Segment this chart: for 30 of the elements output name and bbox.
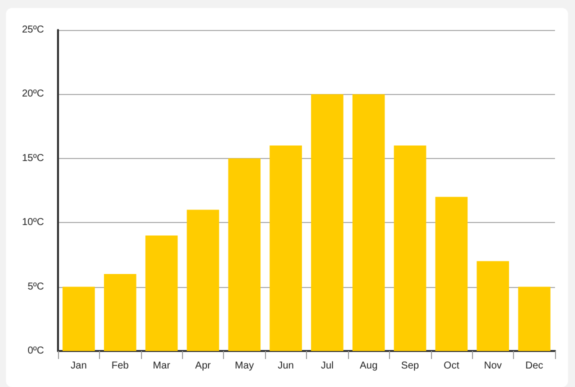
- bar: [270, 146, 302, 351]
- y-tick-label: 20ºC: [22, 88, 44, 100]
- x-tick-label: Aug: [360, 360, 378, 372]
- y-tick-label: 10ºC: [22, 217, 44, 228]
- x-tick-label: Jan: [70, 360, 87, 372]
- bar: [228, 158, 261, 351]
- x-tick-label: Mar: [152, 360, 171, 372]
- x-tick-label: Dec: [525, 360, 544, 372]
- y-tick-label: 0ºC: [28, 346, 44, 356]
- x-tick-label: May: [234, 360, 254, 372]
- y-tick-label: 5ºC: [28, 281, 44, 292]
- y-tick-label: 15ºC: [22, 152, 44, 164]
- bar: [62, 286, 95, 351]
- bar: [311, 94, 344, 351]
- bar: [394, 146, 426, 351]
- x-tick-label: Jun: [278, 360, 294, 372]
- x-tick-label: Sep: [401, 360, 420, 372]
- bar: [145, 235, 178, 351]
- x-tick-label: Nov: [484, 360, 502, 372]
- x-tick-label: Oct: [444, 360, 460, 372]
- bar: [104, 274, 136, 351]
- y-tick-label: 25ºC: [22, 24, 44, 36]
- x-tick-label: Feb: [112, 360, 130, 372]
- bar: [186, 210, 220, 351]
- bar: [352, 94, 385, 351]
- x-tick-label: Jul: [320, 360, 334, 372]
- x-tick-label: Apr: [195, 360, 212, 372]
- bar: [476, 261, 510, 351]
- bar: [518, 286, 550, 351]
- bar: [435, 196, 468, 351]
